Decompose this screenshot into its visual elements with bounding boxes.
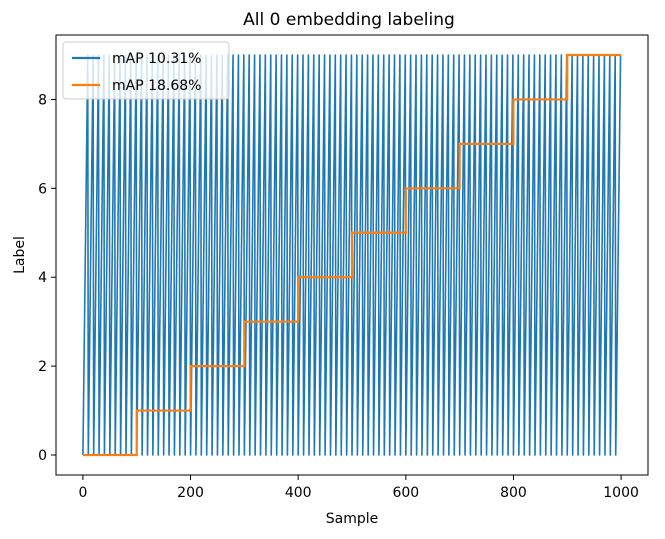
x-tick-label: 600 — [392, 485, 419, 501]
x-tick-label: 0 — [78, 485, 87, 501]
y-tick-label: 8 — [38, 92, 47, 108]
series-layer — [82, 53, 622, 457]
x-axis-label: Sample — [326, 511, 379, 527]
y-tick-label: 4 — [38, 270, 47, 286]
legend: mAP 10.31% mAP 18.68% — [62, 41, 230, 100]
y-tick-label: 0 — [38, 448, 47, 464]
chart-title: All 0 embedding labeling — [243, 10, 455, 30]
x-tick-label: 1000 — [603, 485, 639, 501]
plot-area — [55, 34, 649, 476]
series-line-map-10-31 — [82, 54, 622, 456]
legend-label-series-2: mAP 18.68% — [112, 78, 202, 94]
legend-box — [62, 41, 230, 100]
series-line-map-18-68 — [82, 53, 622, 457]
x-axis-ticks: 0 200 400 600 800 1000 — [78, 475, 639, 501]
y-axis-ticks: 0 2 4 6 8 — [38, 92, 56, 464]
x-tick-label: 200 — [177, 485, 204, 501]
axes-frame — [55, 34, 649, 476]
x-tick-label: 400 — [285, 485, 312, 501]
x-tick-label: 800 — [500, 485, 527, 501]
y-axis-label: Label — [12, 236, 28, 274]
legend-label-series-1: mAP 10.31% — [112, 51, 202, 67]
y-tick-label: 2 — [38, 359, 47, 375]
y-tick-label: 6 — [38, 181, 47, 197]
